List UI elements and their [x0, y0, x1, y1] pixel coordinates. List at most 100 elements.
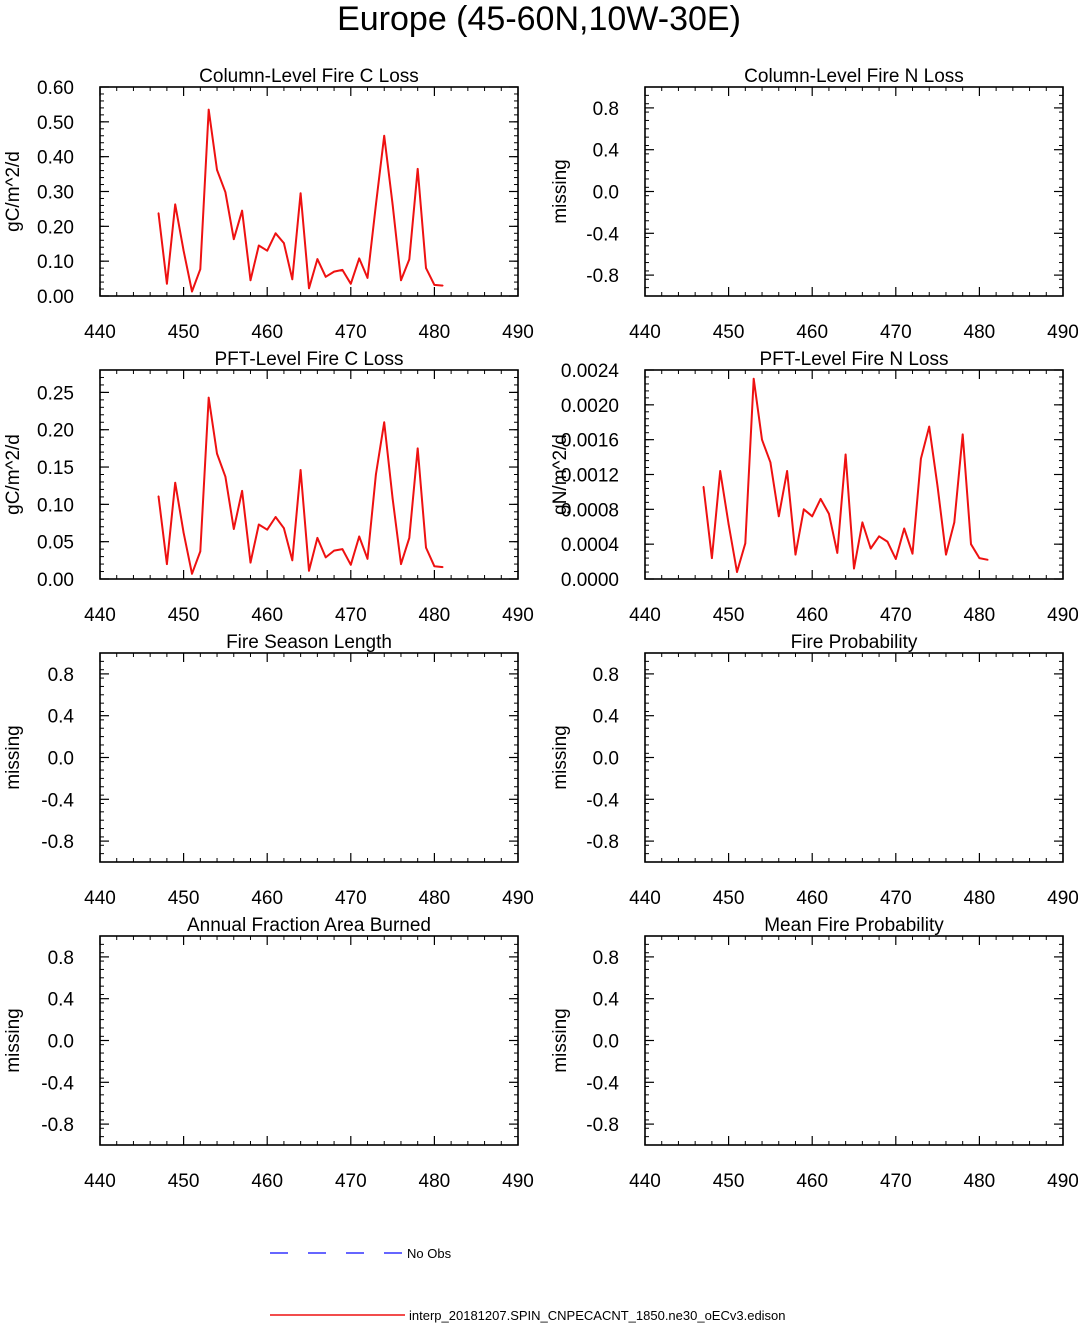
data-point	[199, 268, 202, 270]
x-tick-label: 470	[880, 322, 912, 343]
data-point	[836, 552, 839, 554]
data-point	[769, 461, 772, 464]
panel-title: Mean Fire Probability	[764, 915, 944, 936]
data-point	[333, 270, 335, 273]
y-tick-label: 0.00	[37, 287, 74, 308]
panel-5: Fire Season Length 440 450 460 470 480 490 -0.8…	[3, 632, 534, 909]
x-tick-label: 490	[502, 1171, 534, 1192]
panel-4: PFT-Level Fire N Loss 440 450 460 470 480 490 0…	[550, 349, 1078, 626]
data-point	[157, 495, 160, 497]
x-tick-label: 450	[168, 322, 200, 343]
y-tick-label: 0.15	[37, 458, 74, 479]
data-point	[844, 453, 847, 456]
data-point	[425, 546, 427, 549]
data-point	[828, 512, 830, 515]
y-tick-label: 0.4	[48, 707, 75, 728]
data-point	[207, 396, 210, 399]
y-tick-label: 0.4	[48, 990, 75, 1011]
y-tick-label: 0.0	[48, 749, 74, 770]
data-point	[433, 565, 436, 568]
x-tick-label: 480	[964, 1171, 996, 1192]
y-tick-label: 0.0016	[561, 431, 619, 452]
y-tick-label: 0.10	[37, 495, 74, 516]
x-tick-label: 460	[251, 605, 283, 626]
data-point	[358, 257, 360, 260]
data-point	[283, 527, 285, 530]
data-point	[911, 552, 914, 555]
y-tick-label: 0.4	[593, 707, 620, 728]
y-tick-label: 0.05	[37, 533, 74, 554]
data-point	[727, 523, 730, 525]
x-tick-label: 470	[335, 322, 367, 343]
plot-frame	[99, 369, 519, 580]
y-tick-label: -0.8	[41, 832, 74, 853]
data-point	[736, 571, 738, 573]
data-point	[249, 279, 252, 282]
data-point	[961, 433, 964, 436]
x-tick-label: 470	[880, 605, 912, 626]
x-tick-label: 460	[796, 605, 828, 626]
x-tick-label: 480	[419, 888, 451, 909]
y-tick-label: 0.4	[593, 990, 620, 1011]
data-point	[777, 515, 780, 518]
x-tick-label: 450	[713, 605, 745, 626]
y-tick-label: 0.4	[593, 141, 620, 162]
y-tick-label: 0.0012	[561, 466, 619, 487]
data-point	[819, 498, 822, 500]
data-point	[333, 549, 335, 552]
y-tick-label: 0.25	[37, 383, 74, 404]
data-point	[895, 558, 897, 560]
x-tick-label: 480	[419, 322, 451, 343]
data-point	[241, 209, 243, 212]
y-tick-label: 0.00	[37, 570, 74, 591]
data-point	[291, 278, 294, 281]
x-tick-label: 440	[629, 322, 661, 343]
data-point	[719, 470, 722, 472]
y-tick-label: 0.30	[37, 183, 74, 204]
x-tick-label: 470	[335, 605, 367, 626]
y-axis-label: gC/m^2/d	[3, 151, 24, 232]
x-tick-label: 460	[796, 1171, 828, 1192]
page-title: Europe (45-60N,10W-30E)	[337, 0, 741, 38]
data-point	[341, 548, 344, 550]
y-tick-label: 0.40	[37, 148, 74, 169]
x-tick-label: 450	[713, 1171, 745, 1192]
y-axis-label: missing	[3, 1008, 24, 1072]
x-tick-label: 440	[84, 322, 116, 343]
y-tick-label: -0.4	[586, 790, 619, 811]
y-tick-label: 0.50	[37, 113, 74, 134]
data-point	[174, 203, 177, 206]
data-point	[811, 515, 813, 518]
x-tick-label: 470	[335, 888, 367, 909]
x-tick-label: 440	[84, 605, 116, 626]
x-tick-label: 440	[629, 888, 661, 909]
y-tick-label: 0.0024	[561, 361, 620, 382]
panel-8: Mean Fire Probability 440 450 460 470 480 490 -…	[550, 915, 1078, 1192]
y-tick-label: 0.0020	[561, 396, 619, 417]
model-series-line	[702, 377, 988, 573]
data-point	[970, 543, 972, 545]
plot-frame	[644, 86, 1064, 297]
data-point	[711, 557, 713, 559]
y-tick-label: -0.8	[586, 1115, 619, 1136]
plot-frame	[644, 369, 1064, 580]
y-tick-label: 0.60	[37, 78, 74, 99]
data-point	[953, 521, 956, 524]
x-tick-label: 450	[713, 888, 745, 909]
model-series-line	[157, 396, 443, 575]
x-tick-label: 490	[1047, 888, 1078, 909]
x-tick-label: 440	[84, 888, 116, 909]
y-tick-label: 0.8	[48, 948, 74, 969]
data-point	[408, 537, 411, 539]
y-axis-label: gC/m^2/d	[3, 434, 24, 515]
x-tick-label: 460	[251, 888, 283, 909]
y-axis-label: missing	[550, 159, 571, 223]
x-tick-label: 470	[335, 1171, 367, 1192]
data-point	[945, 553, 947, 556]
data-point	[216, 169, 218, 171]
data-point	[199, 550, 202, 553]
y-axis-label: gN/m^2/d	[550, 434, 571, 515]
data-point	[853, 567, 855, 570]
data-point	[258, 523, 260, 526]
